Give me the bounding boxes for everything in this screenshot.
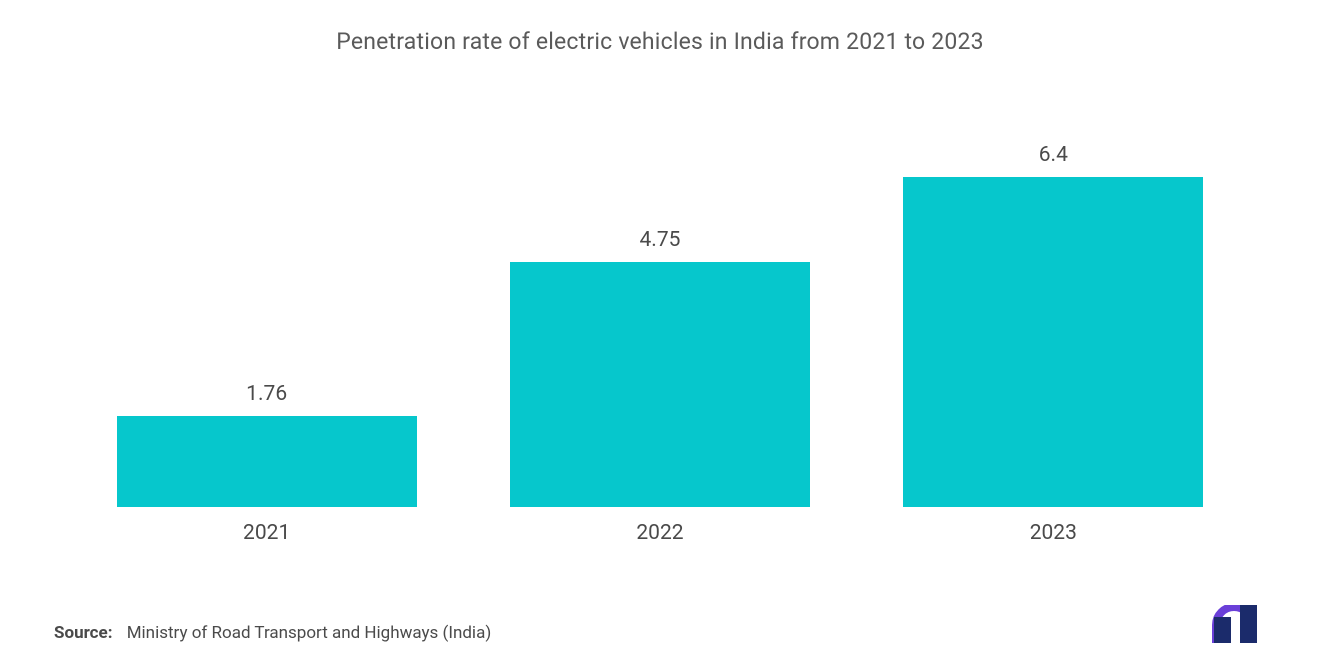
x-tick-label: 2023 bbox=[903, 521, 1203, 545]
bar-value-label: 1.76 bbox=[246, 382, 287, 406]
x-axis: 2021 2022 2023 bbox=[70, 521, 1250, 545]
bar bbox=[117, 416, 417, 507]
bar-value-label: 6.4 bbox=[1039, 143, 1068, 167]
x-tick-label: 2021 bbox=[117, 521, 417, 545]
chart-footer: Source: Ministry of Road Transport and H… bbox=[50, 605, 1270, 645]
x-tick-label: 2022 bbox=[510, 521, 810, 545]
source-line: Source: Ministry of Road Transport and H… bbox=[54, 623, 491, 643]
source-label: Source: bbox=[54, 623, 112, 643]
chart-container: Penetration rate of electric vehicles in… bbox=[0, 0, 1320, 665]
source-text: Ministry of Road Transport and Highways … bbox=[127, 623, 492, 643]
bar-group: 4.75 bbox=[510, 228, 810, 507]
plot-area: 1.76 4.75 6.4 bbox=[70, 65, 1250, 507]
bar-value-label: 4.75 bbox=[640, 228, 681, 252]
chart-title: Penetration rate of electric vehicles in… bbox=[50, 28, 1270, 55]
bar-group: 1.76 bbox=[117, 382, 417, 507]
bars-row: 1.76 4.75 6.4 bbox=[70, 65, 1250, 507]
bar bbox=[903, 177, 1203, 507]
bar-group: 6.4 bbox=[903, 143, 1203, 507]
brand-logo-icon bbox=[1210, 605, 1266, 643]
bar bbox=[510, 262, 810, 507]
